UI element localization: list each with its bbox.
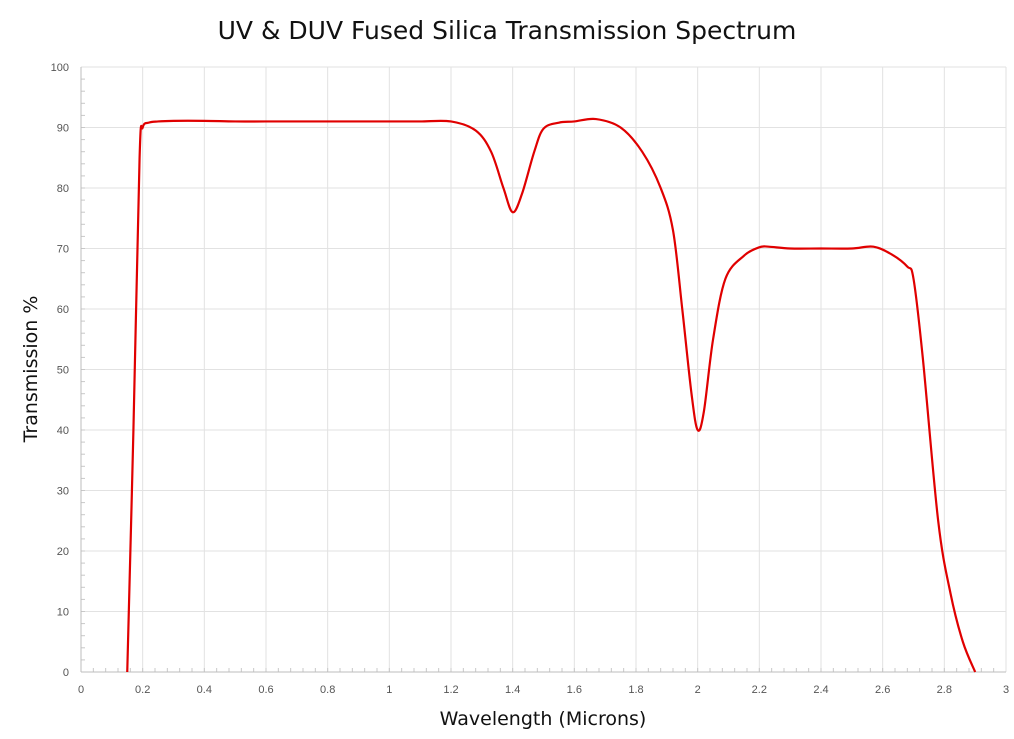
y-tick-labels: 0 10 20 30 40 50 60 70 80 90 100	[51, 62, 69, 679]
chart-title: UV & DUV Fused Silica Transmission Spect…	[218, 16, 797, 45]
y-axis-title: Transmission %	[20, 296, 42, 444]
x-tick-label: 2.4	[813, 684, 828, 696]
grid	[81, 66, 1007, 672]
y-tick-label: 20	[57, 546, 69, 558]
y-tick-label: 30	[57, 486, 69, 498]
x-tick-label: 0	[78, 684, 84, 696]
x-tick-label: 2.8	[937, 684, 952, 696]
y-tick-label: 50	[57, 365, 69, 377]
y-tick-label: 10	[57, 607, 69, 619]
x-tick-label: 1.8	[628, 684, 643, 696]
transmission-series-line	[126, 117, 977, 673]
y-tick-label: 70	[57, 244, 69, 256]
x-tick-label: 0.6	[258, 684, 273, 696]
x-tick-label: 1	[386, 684, 392, 696]
minor-ticks	[81, 78, 995, 672]
y-tick-label: 40	[57, 425, 69, 437]
y-tick-label: 90	[57, 123, 69, 135]
x-tick-label: 0.2	[135, 684, 150, 696]
y-tick-label: 80	[57, 183, 69, 195]
x-tick-label: 2.6	[875, 684, 890, 696]
x-tick-label: 3	[1003, 684, 1009, 696]
x-tick-label: 1.2	[443, 684, 458, 696]
x-tick-labels: 0 0.2 0.4 0.6 0.8 1 1.2 1.4 1.6 1.8 2 2.2 2.4 2.6 2.8 3	[78, 684, 1009, 696]
x-tick-label: 2.2	[752, 684, 767, 696]
y-tick-label: 100	[51, 62, 69, 74]
x-tick-label: 0.4	[197, 684, 212, 696]
x-axis-title: Wavelength (Microns)	[440, 708, 647, 730]
series	[126, 117, 977, 673]
x-tick-label: 1.4	[505, 684, 520, 696]
x-tick-label: 0.8	[320, 684, 335, 696]
y-tick-label: 60	[57, 304, 69, 316]
x-tick-label: 1.6	[567, 684, 582, 696]
x-tick-label: 2	[695, 684, 701, 696]
y-tick-label: 0	[63, 667, 69, 679]
